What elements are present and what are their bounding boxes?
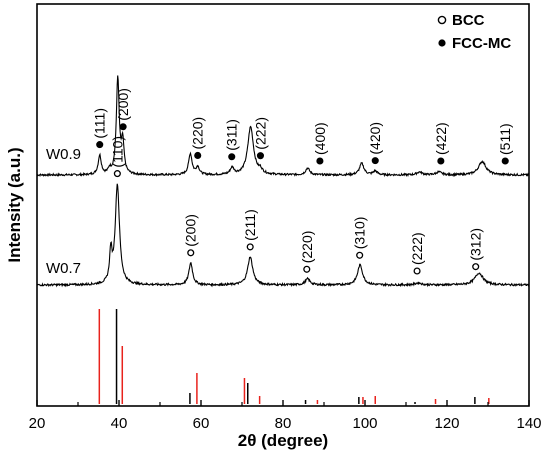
peak-label: (310) — [352, 217, 368, 250]
peak-label: (220) — [299, 231, 315, 264]
x-tick-label: 40 — [111, 415, 128, 432]
peak-label: (422) — [433, 122, 449, 155]
x-axis-label: 2θ (degree) — [238, 431, 328, 450]
legend-marker-bcc — [437, 15, 447, 25]
peak-annotations: (111) (200) (220) (311) (222) (400) (420) (422)… — [92, 88, 513, 275]
peak-label: (200) — [115, 88, 131, 121]
peak-marker — [119, 123, 127, 131]
peak-label: (110) — [109, 136, 125, 168]
series-label-w0.9: W0.9 — [46, 146, 81, 163]
x-axis-ticks: 20 40 60 80 100 120 140 — [29, 400, 542, 432]
x-tick-label: 60 — [193, 415, 210, 432]
peak-marker — [194, 151, 202, 160]
peak-label: (311) — [224, 119, 240, 151]
plot-frame — [36, 3, 530, 407]
peak-label: (222) — [409, 232, 425, 265]
peak-label: (511) — [497, 123, 513, 155]
y-axis-label: Intensity (a.u.) — [5, 147, 24, 262]
peak-marker — [113, 170, 121, 178]
peak-label: (111) — [92, 108, 108, 139]
peak-marker — [501, 157, 509, 165]
peak-marker — [256, 152, 265, 160]
legend-label-fcc-mc: FCC-MC — [452, 35, 511, 52]
peak-marker — [413, 267, 421, 275]
peak-marker — [96, 141, 104, 149]
peak-marker — [246, 243, 254, 251]
peak-label: (312) — [468, 228, 484, 261]
peak-marker — [316, 157, 324, 165]
peak-label: (211) — [242, 209, 258, 241]
series-line-w0.9 — [36, 75, 530, 178]
peak-marker — [472, 263, 480, 271]
legend-label-bcc: BCC — [452, 12, 485, 29]
traces — [36, 75, 530, 288]
peak-label: (200) — [183, 214, 199, 247]
x-tick-label: 100 — [352, 415, 377, 432]
peak-marker — [371, 157, 379, 165]
legend-marker-fcc-mc — [438, 39, 446, 47]
peak-marker — [303, 265, 311, 273]
peak-label: (400) — [312, 122, 328, 155]
reference-lines — [98, 309, 490, 404]
x-tick-label: 20 — [29, 415, 46, 432]
peak-marker — [437, 157, 445, 165]
series-line-w0.7 — [36, 183, 530, 288]
x-tick-label: 140 — [516, 415, 541, 432]
peak-label: (420) — [367, 122, 383, 155]
series-label-w0.7: W0.7 — [46, 260, 81, 277]
peak-marker — [356, 251, 364, 259]
peak-label: (220) — [190, 117, 206, 150]
x-tick-label: 120 — [434, 415, 459, 432]
peak-marker — [187, 249, 195, 257]
legend: BCC FCC-MC — [437, 12, 511, 52]
peak-label: (222) — [252, 117, 268, 150]
peak-marker — [228, 153, 236, 161]
x-tick-label: 80 — [275, 415, 292, 432]
